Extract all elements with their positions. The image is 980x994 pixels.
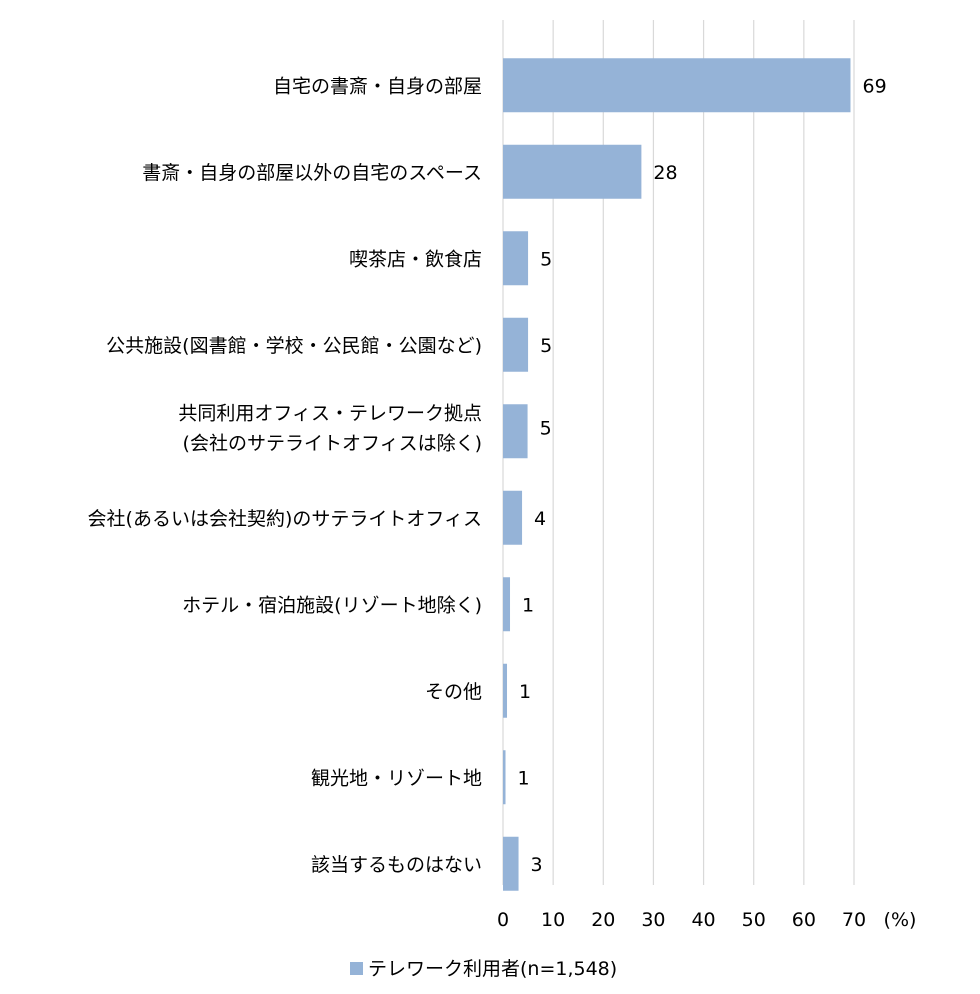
legend-swatch — [350, 962, 363, 975]
x-tick-label-30: 30 — [641, 909, 665, 931]
category-label-0: 自宅の書斎・自身の部屋 — [273, 75, 482, 97]
x-tick-label-70: 70 — [842, 909, 866, 931]
bars — [503, 58, 851, 891]
x-tick-label-10: 10 — [541, 909, 565, 931]
bar-8 — [503, 750, 506, 805]
value-label-9: 3 — [531, 854, 543, 876]
value-labels: 69 28 5 5 5 4 1 1 1 3 — [518, 75, 887, 876]
x-tick-label-20: 20 — [591, 909, 615, 931]
category-label-4-line-0: 共同利用オフィス・テレワーク拠点 — [178, 402, 482, 424]
bar-9 — [503, 836, 519, 891]
x-tick-label-40: 40 — [691, 909, 715, 931]
category-labels: 自宅の書斎・自身の部屋書斎・自身の部屋以外の自宅のスペース喫茶店・飲食店公共施設… — [88, 75, 482, 876]
category-label-6: ホテル・宿泊施設(リゾート地除く) — [182, 594, 482, 616]
category-label-9: 該当するものはない — [311, 854, 482, 876]
legend-label: テレワーク利用者(n=1,548) — [368, 958, 617, 980]
bar-3 — [503, 317, 529, 372]
value-label-3: 5 — [540, 335, 552, 357]
value-label-8: 1 — [518, 767, 530, 789]
category-label-8: 観光地・リゾート地 — [311, 767, 482, 789]
value-label-6: 1 — [522, 594, 534, 616]
legend: テレワーク利用者(n=1,548) — [350, 958, 617, 980]
x-tick-label-50: 50 — [742, 909, 766, 931]
x-axis-ticks: 0 10 20 30 40 50 60 70 — [497, 909, 866, 931]
category-label-7: その他 — [425, 681, 482, 703]
value-label-2: 5 — [540, 248, 552, 270]
value-label-1: 28 — [653, 162, 677, 184]
bar-5 — [503, 490, 523, 545]
category-label-1: 書斎・自身の部屋以外の自宅のスペース — [142, 162, 482, 184]
category-label-3: 公共施設(図書館・学校・公民館・公園など) — [106, 335, 482, 357]
bar-1 — [503, 144, 642, 199]
bar-2 — [503, 231, 529, 286]
category-label-5: 会社(あるいは会社契約)のサテライトオフィス — [88, 508, 482, 530]
x-tick-label-60: 60 — [792, 909, 816, 931]
bar-0 — [503, 58, 851, 113]
category-label-4-line-1: (会社のサテライトオフィスは除く) — [183, 432, 482, 454]
bar-7 — [503, 663, 508, 718]
value-label-0: 69 — [862, 75, 886, 97]
bar-4 — [503, 404, 528, 459]
value-label-5: 4 — [534, 508, 546, 530]
bar-6 — [503, 577, 511, 632]
category-label-2: 喫茶店・飲食店 — [349, 248, 482, 270]
x-tick-label-0: 0 — [497, 909, 509, 931]
value-label-4: 5 — [540, 417, 552, 439]
value-label-7: 1 — [519, 681, 531, 703]
x-axis-unit-label: (%) — [884, 909, 917, 931]
